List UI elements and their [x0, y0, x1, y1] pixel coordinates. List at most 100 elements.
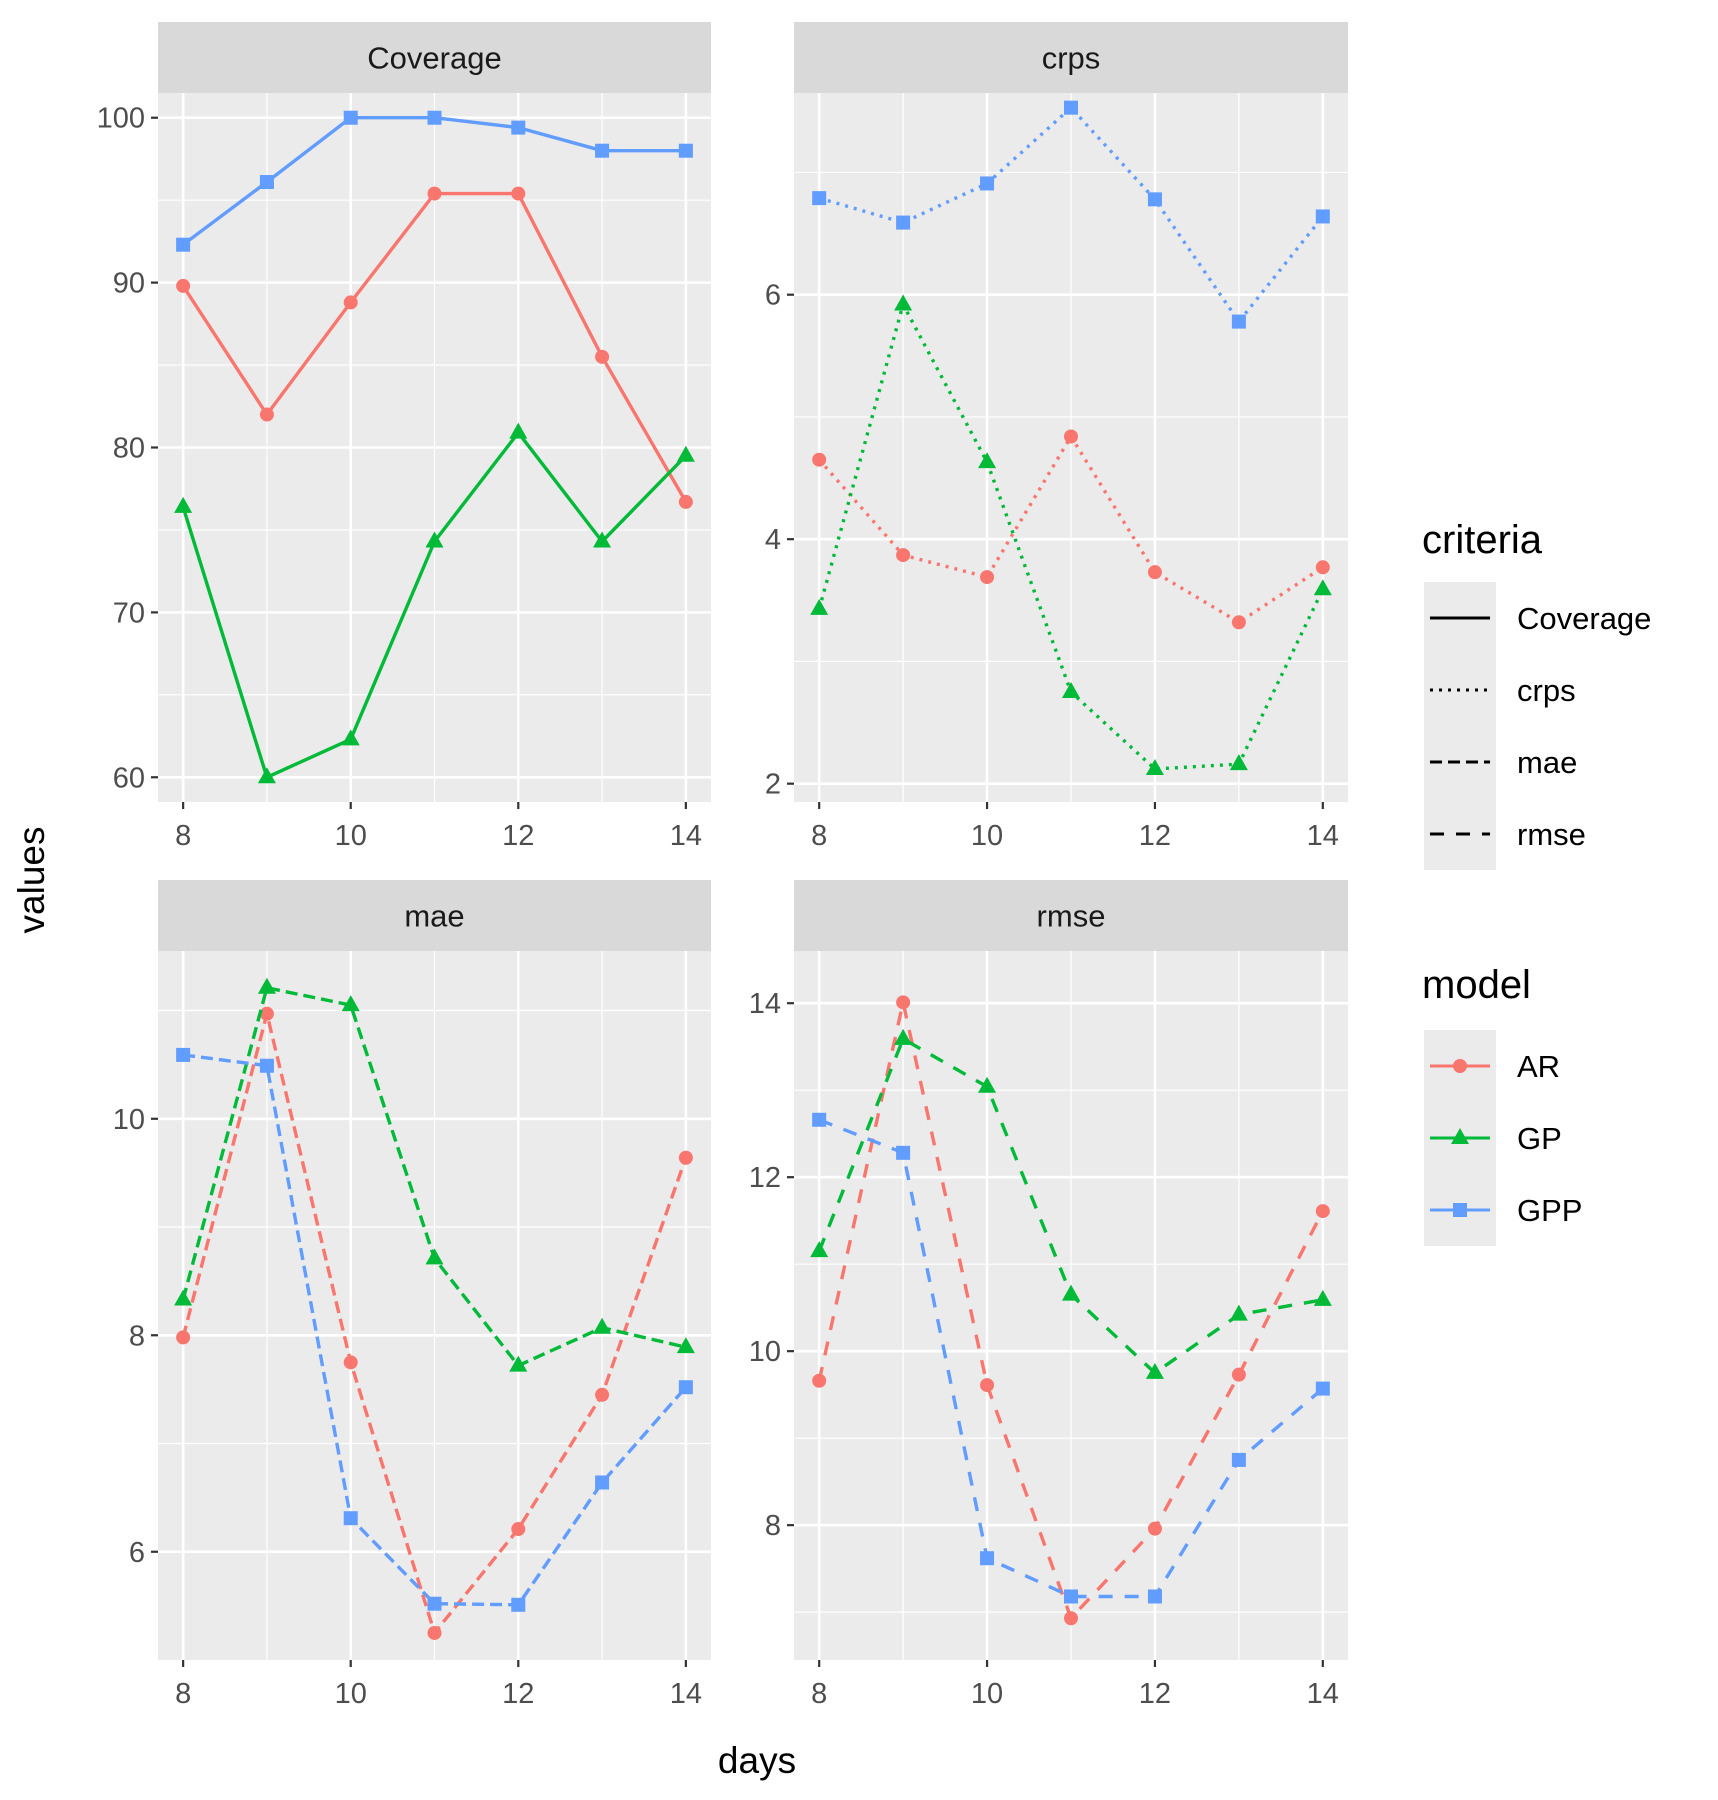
- legend-model-title: model: [1422, 963, 1531, 1007]
- legend-criteria-key-background: [1424, 582, 1496, 870]
- data-point-coverage-ar: [427, 186, 442, 201]
- data-point-mae-gpp: [595, 1475, 610, 1490]
- data-point-rmse-gpp: [1147, 1589, 1162, 1604]
- legend-criteria: criteria Coverage crps mae rmse: [1422, 518, 1651, 870]
- data-point-rmse-ar: [812, 1373, 827, 1388]
- y-tick-label: 4: [765, 524, 781, 556]
- data-point-crps-gp: [1062, 681, 1080, 698]
- data-point-crps-ar: [896, 548, 911, 563]
- x-tick-label: 12: [1139, 820, 1171, 852]
- y-tick-label: 2: [765, 769, 781, 801]
- data-point-mae-gpp: [678, 1380, 693, 1395]
- x-tick-label: 8: [811, 820, 827, 852]
- data-point-coverage-gp: [676, 445, 695, 462]
- data-point-mae-ar: [678, 1150, 693, 1165]
- strip-coverage: [158, 22, 711, 93]
- x-tick-label: 8: [811, 1678, 827, 1710]
- data-point-rmse-gpp: [812, 1112, 827, 1127]
- panel-mae: mae 8 10 12 14 6 8 10: [113, 880, 711, 1710]
- data-point-rmse-ar: [896, 995, 911, 1010]
- x-tick-label: 12: [502, 1678, 534, 1710]
- data-point-rmse-gp: [1145, 1362, 1164, 1379]
- legend-key-gpp-point: [1453, 1203, 1467, 1217]
- x-tick-label: 8: [175, 1678, 191, 1710]
- y-tick-label: 10: [749, 1336, 781, 1368]
- data-point-crps-ar: [1231, 615, 1246, 630]
- legend-label-crps: crps: [1517, 673, 1576, 708]
- data-point-mae-gp: [257, 977, 276, 994]
- data-point-mae-gp: [676, 1337, 695, 1354]
- data-point-coverage-ar: [176, 278, 191, 293]
- data-point-coverage-gp: [425, 531, 444, 548]
- legend-key-ar-point: [1453, 1059, 1467, 1073]
- y-tick-label: 6: [765, 280, 781, 312]
- data-point-mae-gp: [341, 995, 360, 1012]
- y-tick-label: 6: [129, 1537, 145, 1569]
- data-point-mae-ar: [595, 1387, 610, 1402]
- data-point-mae-ar: [259, 1006, 274, 1021]
- data-point-mae-ar: [427, 1625, 442, 1640]
- data-point-crps-gp: [1145, 758, 1164, 775]
- data-point-coverage-ar: [678, 494, 693, 509]
- data-point-crps-ar: [1147, 565, 1162, 580]
- data-point-rmse-ar: [1231, 1367, 1246, 1382]
- data-point-mae-ar: [343, 1355, 358, 1370]
- data-point-coverage-ar: [259, 407, 274, 422]
- data-point-coverage-ar: [511, 186, 526, 201]
- data-point-crps-gpp: [1064, 100, 1078, 115]
- data-point-rmse-gp: [894, 1028, 913, 1045]
- data-point-coverage-gp: [257, 767, 276, 784]
- x-tick-label: 14: [670, 1678, 702, 1710]
- strip-rmse: [794, 880, 1348, 951]
- data-point-rmse-gpp: [1064, 1589, 1078, 1604]
- data-point-coverage-gpp: [511, 120, 526, 135]
- data-point-coverage-gpp: [595, 143, 610, 158]
- data-point-mae-gp: [593, 1317, 612, 1334]
- x-tick-label: 10: [971, 820, 1003, 852]
- data-point-rmse-gpp: [1315, 1381, 1330, 1396]
- data-point-rmse-ar: [1147, 1521, 1162, 1536]
- y-tick-label: 100: [97, 103, 145, 135]
- legend-label-rmse: rmse: [1517, 817, 1586, 852]
- y-tick-label: 80: [113, 433, 145, 465]
- x-tick-label: 12: [502, 820, 534, 852]
- data-point-crps-gp: [810, 598, 829, 615]
- data-point-coverage-gp: [593, 531, 612, 548]
- data-point-coverage-ar: [595, 349, 610, 364]
- data-point-coverage-gpp: [343, 110, 358, 125]
- x-axis-title: days: [718, 1740, 796, 1781]
- legend-key-gp-point: [1451, 1128, 1469, 1144]
- strip-label-coverage: Coverage: [367, 41, 501, 76]
- y-tick-label: 70: [113, 597, 145, 629]
- data-point-crps-ar: [1315, 560, 1330, 575]
- legend-label-mae: mae: [1517, 745, 1577, 780]
- data-point-mae-ar: [176, 1330, 191, 1345]
- data-point-coverage-gp: [341, 729, 360, 746]
- data-point-mae-gpp: [511, 1597, 526, 1612]
- data-point-rmse-gp: [1313, 1289, 1332, 1306]
- x-tick-label: 10: [335, 820, 367, 852]
- data-point-rmse-ar: [1315, 1204, 1330, 1219]
- x-tick-label: 12: [1139, 1678, 1171, 1710]
- data-point-rmse-gpp: [980, 1551, 995, 1566]
- panel-crps: crps 8 10 12 14 2 4 6: [765, 22, 1348, 852]
- strip-label-rmse: rmse: [1037, 899, 1106, 934]
- y-tick-label: 90: [113, 268, 145, 300]
- data-point-rmse-gp: [1229, 1304, 1248, 1321]
- y-tick-label: 8: [765, 1510, 781, 1542]
- data-point-crps-ar: [812, 452, 827, 467]
- data-point-coverage-gp: [509, 422, 528, 439]
- data-point-rmse-ar: [980, 1378, 995, 1393]
- data-point-coverage-ar: [343, 295, 358, 310]
- y-axis-title: values: [11, 827, 52, 934]
- legend-label-coverage: Coverage: [1517, 601, 1651, 636]
- strip-crps: [794, 22, 1348, 93]
- data-point-mae-gpp: [343, 1511, 358, 1526]
- data-point-crps-gpp: [896, 215, 911, 230]
- data-point-crps-ar: [1064, 429, 1078, 444]
- data-point-mae-gp: [509, 1355, 528, 1372]
- x-tick-label: 14: [1307, 1678, 1339, 1710]
- legend-criteria-title: criteria: [1422, 518, 1543, 562]
- legend-model: model AR GP GPP: [1422, 963, 1582, 1246]
- data-point-crps-gpp: [1315, 209, 1330, 224]
